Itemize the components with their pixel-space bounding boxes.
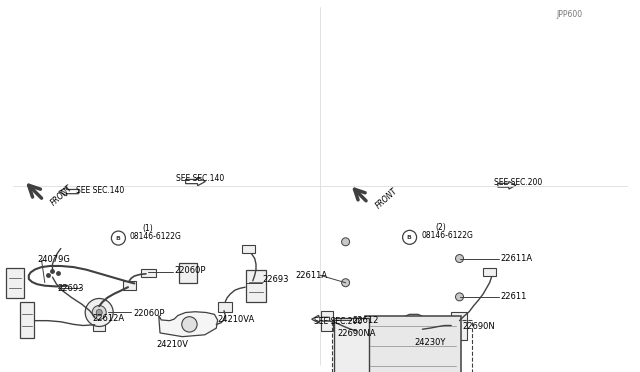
Bar bbox=[93, 317, 105, 331]
Bar bbox=[20, 302, 35, 338]
Bar bbox=[141, 269, 156, 277]
Text: 22060P: 22060P bbox=[133, 309, 164, 318]
Bar bbox=[365, 316, 461, 372]
Bar bbox=[179, 263, 197, 283]
Circle shape bbox=[182, 317, 197, 332]
Text: 24230Y: 24230Y bbox=[415, 338, 446, 347]
Circle shape bbox=[412, 327, 424, 339]
Bar bbox=[123, 281, 136, 290]
Circle shape bbox=[342, 279, 349, 287]
Text: 22060P: 22060P bbox=[174, 266, 205, 275]
Text: (1): (1) bbox=[142, 224, 153, 233]
Bar bbox=[451, 311, 467, 340]
Text: JPP600: JPP600 bbox=[557, 10, 583, 19]
Circle shape bbox=[456, 293, 463, 301]
Text: B: B bbox=[406, 235, 411, 240]
Text: 24210VA: 24210VA bbox=[218, 315, 255, 324]
Text: 08146-6122G: 08146-6122G bbox=[129, 232, 181, 241]
Bar bbox=[246, 270, 266, 302]
Bar bbox=[483, 268, 496, 276]
Polygon shape bbox=[405, 314, 422, 326]
Bar bbox=[354, 327, 365, 336]
Polygon shape bbox=[405, 326, 430, 341]
Text: 22693: 22693 bbox=[262, 275, 289, 284]
Polygon shape bbox=[159, 312, 218, 337]
Text: SEE SEC.140: SEE SEC.140 bbox=[76, 186, 124, 195]
Circle shape bbox=[96, 310, 102, 315]
Bar bbox=[6, 268, 24, 298]
Text: FRONT: FRONT bbox=[374, 186, 400, 211]
Text: FRONT: FRONT bbox=[49, 184, 75, 208]
Text: 22611: 22611 bbox=[500, 292, 527, 301]
Text: 22612: 22612 bbox=[352, 316, 378, 325]
Text: 22690N: 22690N bbox=[462, 322, 495, 331]
Circle shape bbox=[92, 305, 106, 320]
Text: 22612A: 22612A bbox=[93, 314, 125, 323]
Text: 22611A: 22611A bbox=[500, 254, 532, 263]
Bar bbox=[332, 320, 472, 372]
Bar bbox=[321, 311, 333, 331]
Text: 22693: 22693 bbox=[58, 284, 84, 293]
Bar bbox=[242, 245, 255, 253]
Text: SEE SEC.200: SEE SEC.200 bbox=[494, 178, 542, 187]
Text: B: B bbox=[115, 235, 120, 241]
Circle shape bbox=[403, 230, 417, 244]
Circle shape bbox=[456, 254, 463, 263]
Text: (2): (2) bbox=[435, 223, 446, 232]
Bar bbox=[359, 350, 367, 358]
Bar bbox=[359, 325, 367, 333]
Circle shape bbox=[342, 238, 349, 246]
Text: 24079G: 24079G bbox=[37, 255, 70, 264]
Bar bbox=[218, 302, 232, 312]
Text: 24210V: 24210V bbox=[157, 340, 189, 349]
Circle shape bbox=[85, 298, 113, 327]
Text: 22690NA: 22690NA bbox=[337, 329, 376, 338]
Text: 08146-6122G: 08146-6122G bbox=[421, 231, 473, 240]
Circle shape bbox=[111, 231, 125, 245]
Text: SEE SEC.200: SEE SEC.200 bbox=[314, 317, 362, 326]
Text: SEE SEC.140: SEE SEC.140 bbox=[176, 174, 224, 183]
Bar bbox=[334, 318, 369, 372]
Text: 22611A: 22611A bbox=[296, 271, 328, 280]
